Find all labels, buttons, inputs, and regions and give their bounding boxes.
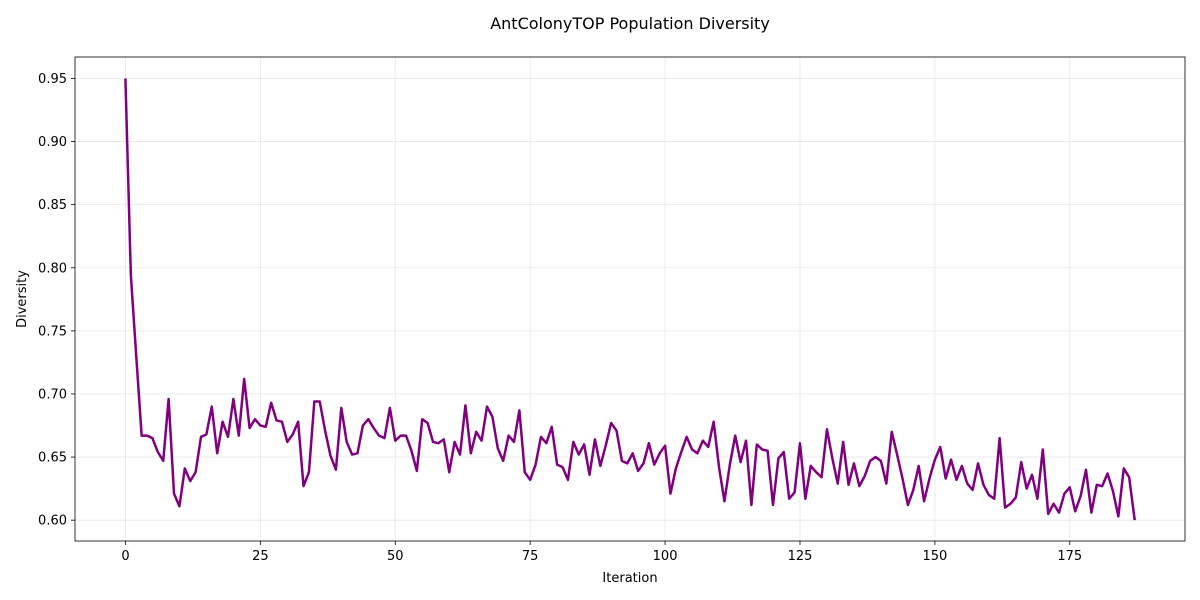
y-axis-label: Diversity (15, 270, 30, 328)
y-tick-label: 0.80 (38, 261, 67, 276)
y-tick-label: 0.95 (38, 72, 67, 87)
x-tick-label: 100 (653, 549, 678, 564)
x-tick-label: 0 (121, 549, 129, 564)
y-tick-label: 0.65 (38, 451, 67, 466)
diversity-series-line (124, 78, 1136, 521)
plot-frame (74, 56, 1186, 542)
y-tick-label: 0.85 (38, 198, 67, 213)
x-tick-label: 150 (922, 549, 947, 564)
series-layer (124, 78, 1136, 521)
x-axis-ticks: 0 25 50 75 100 125 150 175 (121, 541, 1082, 564)
x-tick-label: 175 (1057, 549, 1082, 564)
chart-title: AntColonyTOP Population Diversity (490, 14, 770, 33)
x-axis-label: Iteration (602, 571, 657, 586)
y-tick-label: 0.75 (38, 324, 67, 339)
x-tick-label: 25 (252, 549, 269, 564)
x-tick-label: 75 (522, 549, 539, 564)
y-tick-label: 0.70 (38, 387, 67, 402)
x-tick-label: 50 (387, 549, 404, 564)
y-axis-ticks: 0.60 0.65 0.70 0.75 0.80 0.85 0.90 0.95 (38, 72, 75, 529)
y-tick-label: 0.60 (38, 514, 67, 529)
grid (75, 57, 1185, 541)
y-tick-label: 0.90 (38, 135, 67, 150)
x-tick-label: 125 (788, 549, 813, 564)
